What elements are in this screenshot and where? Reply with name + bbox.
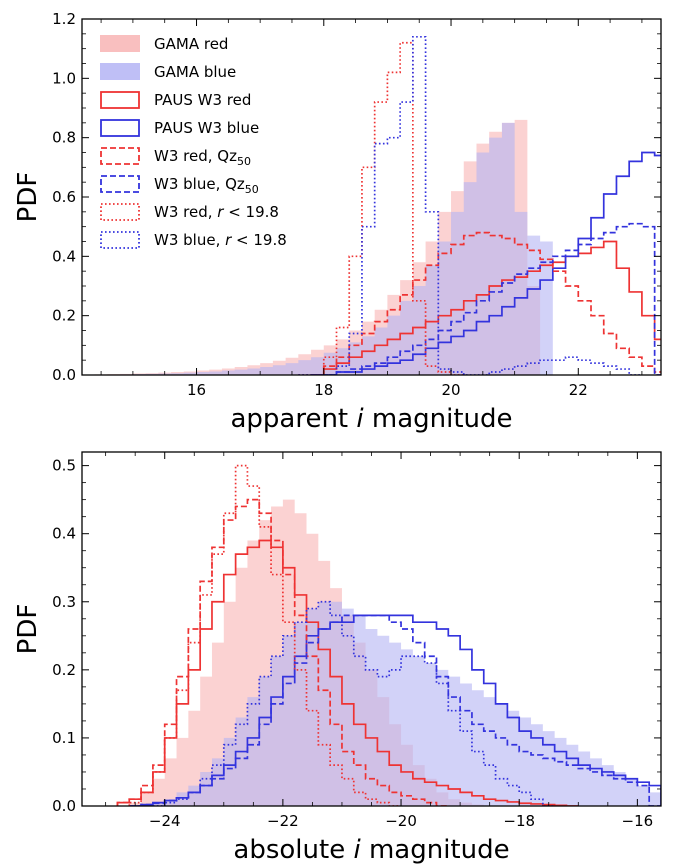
legend-item: W3 red, Qz50 <box>100 147 251 168</box>
legend-item: PAUS W3 red <box>100 91 251 109</box>
y-axis-label: PDF <box>13 604 43 655</box>
legend-label: W3 red, Qz50 <box>154 147 251 168</box>
hist-gama_blue-fill <box>82 122 553 375</box>
x-tick-label: −20 <box>385 812 417 830</box>
hist-paus_blue <box>129 614 661 806</box>
x-tick-label: 18 <box>314 381 333 399</box>
legend-item: W3 blue, r < 19.8 <box>100 231 287 249</box>
legend-label: W3 red, r < 19.8 <box>154 203 279 221</box>
top-panel: 16 18 20 22 0.0 0.2 0.4 0.6 0.8 1.0 1.2 apparent i … <box>13 10 662 434</box>
legend-label: GAMA red <box>154 35 228 53</box>
legend-item: GAMA red <box>100 35 228 53</box>
y-tick-label: 0.0 <box>52 797 76 815</box>
legend-swatch <box>100 203 140 221</box>
x-tick-label: −16 <box>622 812 654 830</box>
legend-swatch <box>100 35 140 52</box>
legend-swatch <box>100 91 140 109</box>
plot-area <box>82 35 661 375</box>
legend-item: GAMA blue <box>100 63 236 81</box>
y-tick-label: 0.4 <box>52 247 76 265</box>
y-tick-label: 1.2 <box>52 10 76 28</box>
hist-paus_red <box>311 240 661 375</box>
y-tick-label: 0.4 <box>52 525 76 543</box>
legend-label: GAMA blue <box>154 63 236 81</box>
legend-label: W3 blue, Qz50 <box>154 175 259 196</box>
y-tick-label: 0.1 <box>52 729 76 747</box>
x-tick-label: −18 <box>503 812 535 830</box>
legend-swatch <box>100 147 140 165</box>
bottom-panel: −24 −22 −20 −18 −16 0.0 0.1 0.2 0.3 0.4 0.5 absolut… <box>13 451 662 864</box>
legend-swatch <box>100 63 140 80</box>
y-tick-label: 1.0 <box>52 69 76 87</box>
legend-swatch <box>100 119 140 137</box>
y-tick-label: 0.0 <box>52 366 76 384</box>
legend: GAMA red GAMA blue PAUS W3 red PAUS W3 blue… <box>100 35 287 249</box>
x-tick-label: 20 <box>441 381 460 399</box>
legend-item: W3 red, r < 19.8 <box>100 203 279 221</box>
y-tick-label: 0.6 <box>52 188 76 206</box>
legend-item: W3 blue, Qz50 <box>100 175 259 196</box>
x-tick-label: −22 <box>267 812 299 830</box>
y-tick-label: 0.2 <box>52 307 76 325</box>
x-tick-label: 22 <box>569 381 588 399</box>
legend-label: PAUS W3 red <box>154 91 251 109</box>
hist-qz_red <box>311 231 661 375</box>
legend-label: W3 blue, r < 19.8 <box>154 231 287 249</box>
plot-area <box>116 464 661 806</box>
y-tick-label: 0.5 <box>52 457 76 475</box>
hist-qz_blue <box>129 614 661 806</box>
x-tick-label: −24 <box>149 812 181 830</box>
y-tick-label: 0.2 <box>52 661 76 679</box>
legend-swatch <box>100 175 140 193</box>
legend-item: PAUS W3 blue <box>100 119 259 137</box>
x-tick-label: 16 <box>187 381 206 399</box>
hist-qz_blue <box>311 222 661 375</box>
x-axis-label: absolute i magnitude <box>233 835 509 864</box>
hist-qz_red <box>116 498 449 806</box>
x-axis-label: apparent i magnitude <box>230 404 512 434</box>
y-tick-label: 0.8 <box>52 129 76 147</box>
legend-swatch <box>100 231 140 249</box>
legend-label: PAUS W3 blue <box>154 119 259 137</box>
hist-paus_blue <box>311 151 661 375</box>
y-axis-label: PDF <box>13 172 43 223</box>
y-tick-label: 0.3 <box>52 593 76 611</box>
